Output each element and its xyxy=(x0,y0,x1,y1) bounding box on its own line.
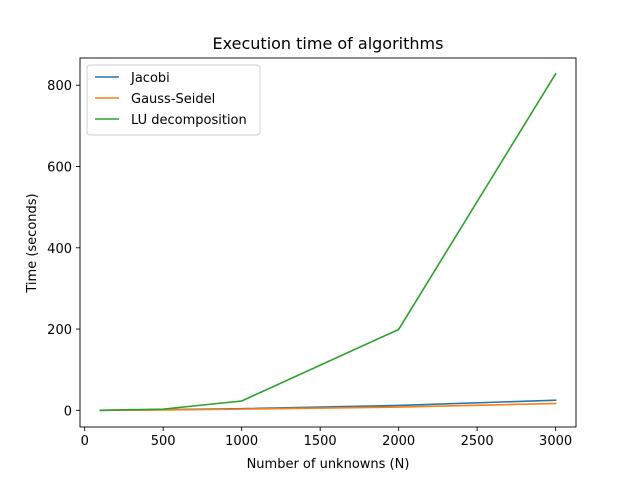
y-tick-label-2: 400 xyxy=(47,242,72,257)
y-tick-label-4: 800 xyxy=(47,79,72,94)
x-tick-label-5: 2500 xyxy=(461,434,494,449)
y-axis-label: Time (seconds) xyxy=(25,193,40,293)
series-line-2 xyxy=(99,72,557,412)
x-tick-label-6: 3000 xyxy=(539,434,572,449)
x-axis: 0 500 1000 1500 2000 2500 3000 xyxy=(81,427,572,449)
y-tick-label-3: 600 xyxy=(47,161,72,176)
plot-area xyxy=(79,57,577,428)
legend-label-1: Gauss-Seidel xyxy=(131,92,215,107)
x-tick-label-3: 1500 xyxy=(304,434,337,449)
axes-frame xyxy=(79,57,577,428)
x-tick-label-1: 500 xyxy=(151,434,176,449)
chart-title: Execution time of algorithms xyxy=(213,34,444,53)
legend-box xyxy=(86,64,261,136)
legend-label-0: Jacobi xyxy=(130,71,170,86)
x-tick-label-0: 0 xyxy=(81,434,89,449)
y-axis: 0 200 400 600 800 xyxy=(47,79,80,419)
y-tick-label-0: 0 xyxy=(64,404,72,419)
legend: Jacobi Gauss-Seidel LU decomposition xyxy=(86,64,261,136)
x-tick-label-4: 2000 xyxy=(382,434,415,449)
x-axis-label: Number of unknowns (N) xyxy=(247,457,410,472)
x-tick-label-2: 1000 xyxy=(225,434,258,449)
legend-label-2: LU decomposition xyxy=(131,113,247,128)
y-tick-label-1: 200 xyxy=(47,323,72,338)
